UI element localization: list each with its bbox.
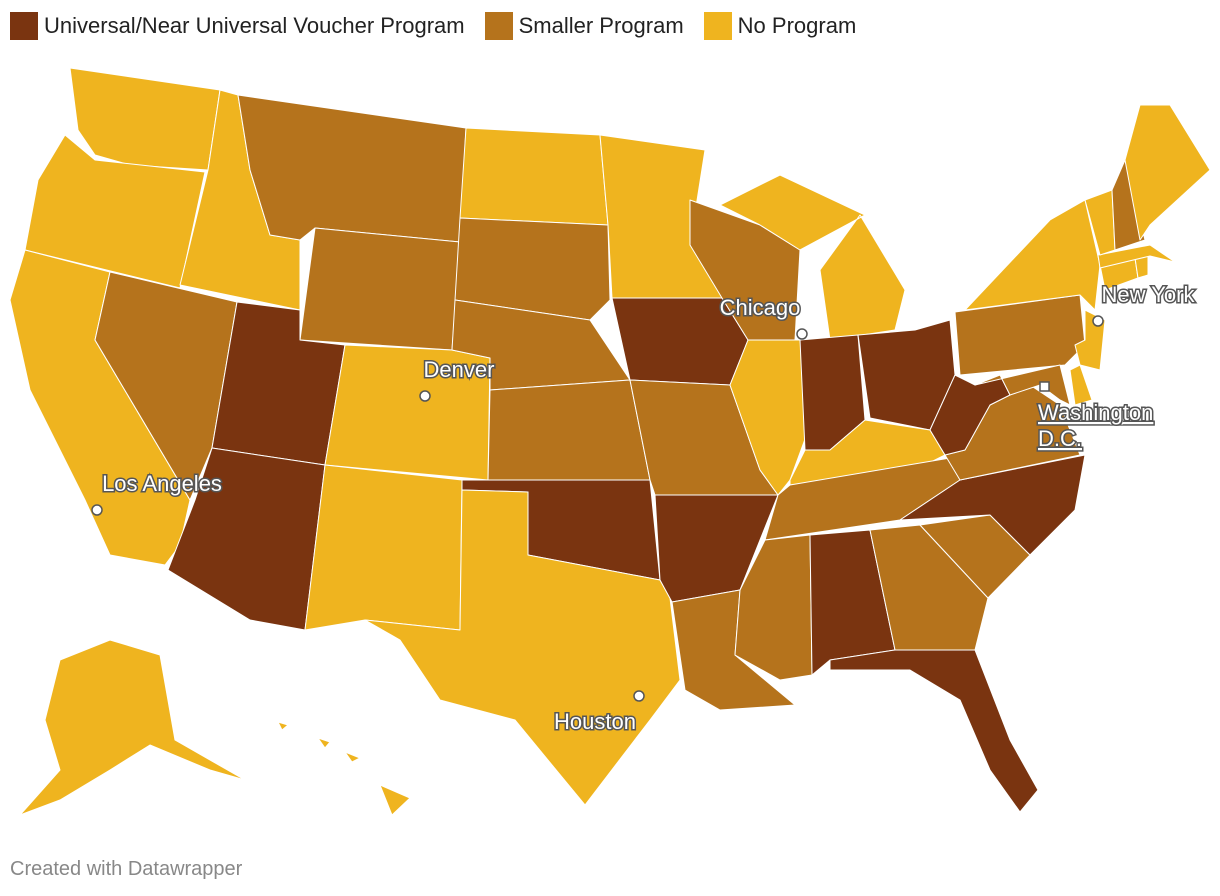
footer: Created with Datawrapper bbox=[10, 858, 243, 880]
legend: Universal/Near Universal Voucher Program… bbox=[10, 12, 856, 40]
city-marker bbox=[633, 690, 645, 702]
state bbox=[237, 94, 467, 243]
legend-label: Universal/Near Universal Voucher Program bbox=[44, 13, 465, 38]
state bbox=[869, 524, 989, 651]
state bbox=[829, 649, 1039, 813]
state bbox=[277, 721, 411, 816]
legend-item: Smaller Program bbox=[484, 12, 684, 40]
city-label: Houston bbox=[554, 709, 636, 734]
state bbox=[304, 464, 463, 631]
state bbox=[94, 271, 238, 501]
state bbox=[299, 227, 461, 351]
state bbox=[974, 364, 1071, 406]
state bbox=[454, 217, 611, 321]
states bbox=[9, 67, 1211, 816]
cities: Chicago Denver Los Angeles Houston New Y… bbox=[91, 281, 1197, 736]
state bbox=[459, 127, 609, 226]
map: Chicago Denver Los Angeles Houston New Y… bbox=[9, 67, 1211, 816]
legend-label: Smaller Program bbox=[518, 13, 684, 38]
city-marker bbox=[1039, 381, 1050, 392]
state bbox=[719, 174, 906, 341]
state bbox=[24, 134, 206, 289]
state bbox=[364, 489, 681, 806]
legend-swatch bbox=[484, 12, 513, 40]
legend-swatch bbox=[703, 12, 732, 40]
city-marker bbox=[91, 504, 103, 516]
city-marker bbox=[419, 390, 431, 402]
state bbox=[1097, 244, 1176, 269]
city-marker bbox=[796, 328, 808, 340]
legend-item: No Program bbox=[703, 12, 857, 40]
state bbox=[487, 379, 651, 481]
city-label: New York bbox=[1102, 282, 1196, 307]
city-label: Washington bbox=[1038, 400, 1153, 425]
state bbox=[19, 639, 246, 816]
legend-item: Universal/Near Universal Voucher Program bbox=[10, 12, 465, 40]
city-label: Denver bbox=[424, 357, 495, 382]
legend-label: No Program bbox=[737, 13, 857, 38]
legend-swatch bbox=[10, 12, 38, 40]
city-marker bbox=[1092, 315, 1104, 327]
city-label: D.C. bbox=[1038, 426, 1082, 451]
state bbox=[964, 199, 1101, 311]
state bbox=[1111, 159, 1146, 251]
state bbox=[1069, 364, 1093, 406]
state bbox=[1124, 104, 1211, 241]
city-label: Chicago bbox=[720, 295, 801, 320]
state bbox=[69, 67, 221, 171]
city-label: Los Angeles bbox=[102, 471, 222, 496]
